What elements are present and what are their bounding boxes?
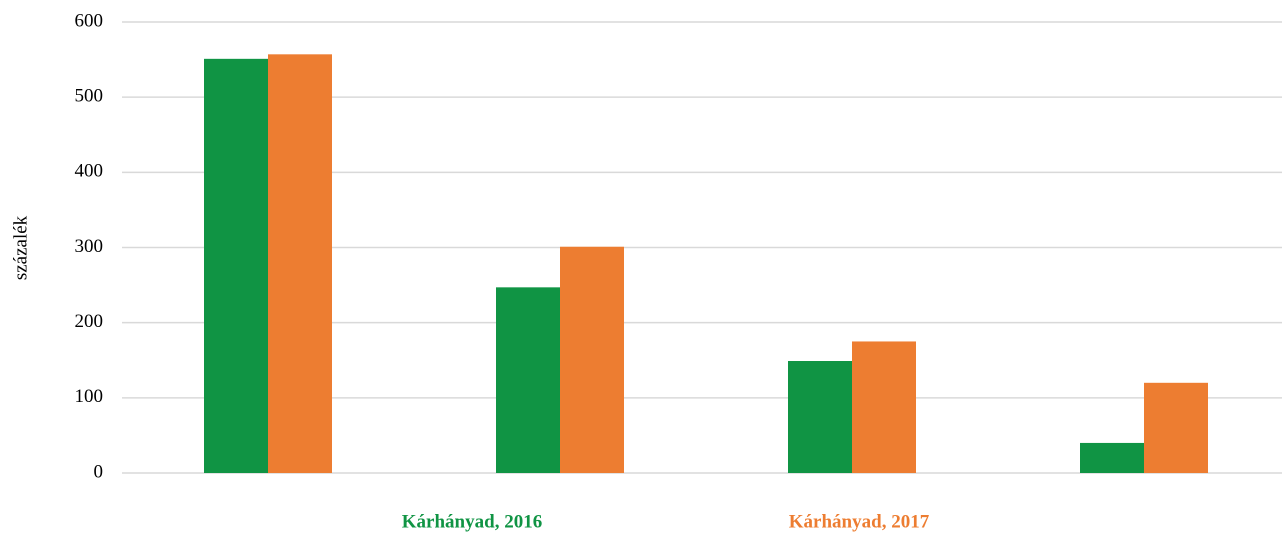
y-tick-label: 400 — [75, 161, 104, 182]
y-tick-label: 0 — [94, 461, 104, 482]
y-tick-label: 200 — [75, 311, 104, 332]
legend-label: Kárhányad, 2016 — [402, 511, 542, 532]
bar — [496, 287, 560, 473]
y-tick-label: 100 — [75, 386, 104, 407]
bar — [788, 361, 852, 473]
y-tick-label: 300 — [75, 236, 104, 257]
bar — [204, 58, 268, 473]
bar — [1080, 442, 1144, 473]
y-tick-label: 600 — [75, 10, 104, 31]
y-tick-label: 500 — [75, 86, 104, 107]
legend-label: Kárhányad, 2017 — [789, 511, 930, 532]
bar — [852, 341, 916, 473]
bar — [1144, 382, 1208, 473]
bar — [560, 246, 624, 473]
bar — [268, 54, 332, 474]
y-axis-label: százalék — [10, 215, 31, 280]
